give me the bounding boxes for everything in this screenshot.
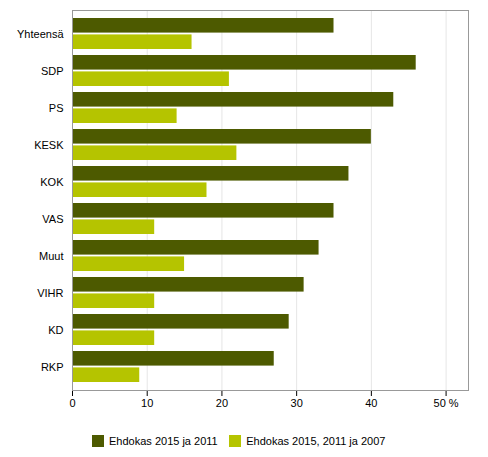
svg-text:Yhteensä: Yhteensä <box>17 28 64 40</box>
svg-text:KESK: KESK <box>34 139 64 151</box>
svg-text:50 %: 50 % <box>434 397 459 409</box>
svg-text:Muut: Muut <box>39 250 63 262</box>
svg-text:KD: KD <box>48 324 63 336</box>
svg-text:VIHR: VIHR <box>37 287 63 299</box>
svg-text:SDP: SDP <box>41 65 64 77</box>
svg-text:PS: PS <box>49 102 64 114</box>
svg-text:RKP: RKP <box>41 361 64 373</box>
svg-text:30: 30 <box>291 397 303 409</box>
svg-text:VAS: VAS <box>42 213 63 225</box>
html-text:Ehdokas 2015 ja 2011: Ehdokas 2015 ja 2011 <box>109 434 218 447</box>
svg-text:20: 20 <box>216 397 228 409</box>
svg-text:40: 40 <box>365 397 377 409</box>
svg-text:0: 0 <box>69 397 75 409</box>
svg-text:10: 10 <box>141 397 153 409</box>
svg-text:KOK: KOK <box>40 176 64 188</box>
html-text:Ehdokas 2015, 2011 ja 2007: Ehdokas 2015, 2011 ja 2007 <box>246 434 386 447</box>
